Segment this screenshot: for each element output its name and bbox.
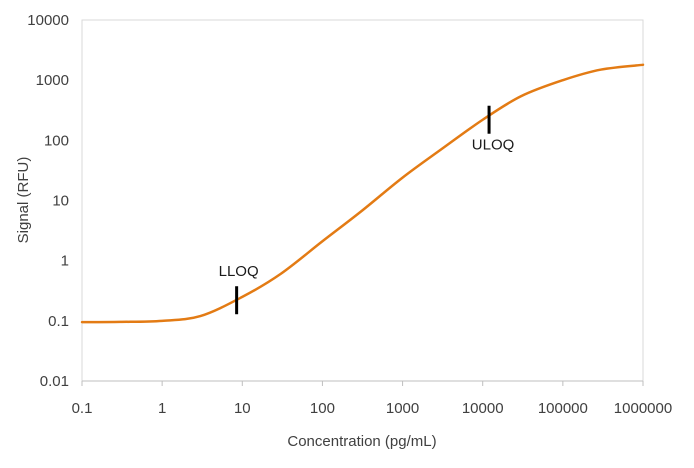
y-tick-label: 10 <box>52 193 69 210</box>
x-tick-label: 1000 <box>386 400 419 417</box>
series-lines <box>80 63 645 324</box>
y-tick-label: 100 <box>44 132 69 149</box>
plot-area <box>81 19 644 382</box>
y-tick-label: 0.01 <box>40 373 69 390</box>
y-tick-labels: 0.01 0.1 1 10 100 1000 10000 <box>27 12 69 390</box>
series-line-0 <box>80 63 645 324</box>
annotation-label: LLOQ <box>219 263 259 280</box>
y-tick-label: 1 <box>61 253 69 270</box>
y-axis-title: Signal (RFU) <box>15 157 32 244</box>
y-tick-label: 0.1 <box>48 313 69 330</box>
x-tick-label: 10 <box>234 400 251 417</box>
x-tick-label: 100000 <box>538 400 588 417</box>
y-tick-label: 10000 <box>27 12 69 29</box>
x-tick-label: 1 <box>158 400 166 417</box>
x-axis-title: Concentration (pg/mL) <box>287 433 436 450</box>
x-tick-label: 100 <box>310 400 335 417</box>
x-tick-label: 1000000 <box>614 400 672 417</box>
annotation-label: ULOQ <box>472 137 515 154</box>
y-tick-label: 1000 <box>36 72 69 89</box>
annotations: LLOQ ULOQ <box>219 105 515 315</box>
x-tick-labels: 0.1 1 10 100 1000 10000 100000 1000000 <box>72 381 672 417</box>
x-tick-label: 10000 <box>462 400 504 417</box>
x-tick-label: 0.1 <box>72 400 93 417</box>
